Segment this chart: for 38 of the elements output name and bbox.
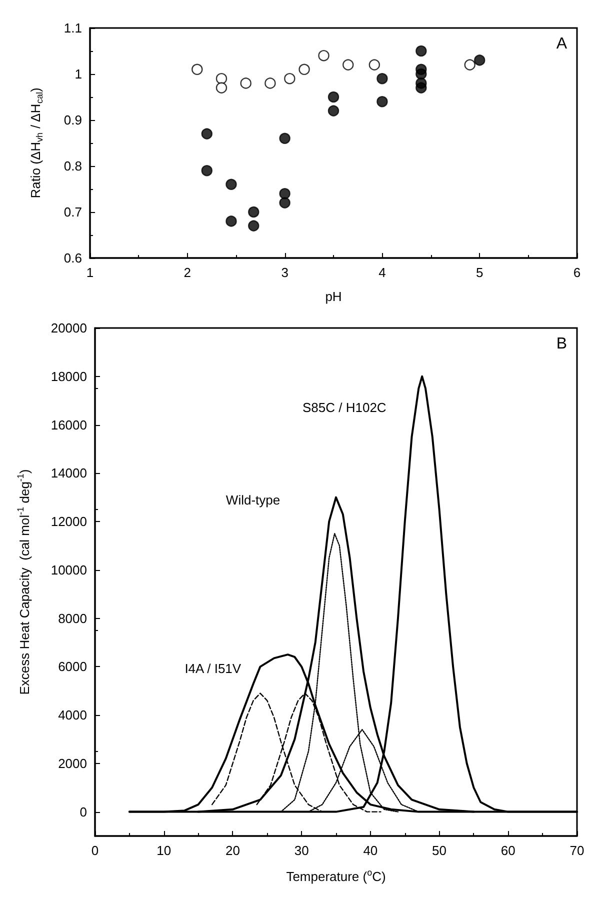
y-tick-label: 0.9	[64, 112, 82, 128]
x-tick-label: 20	[225, 843, 240, 858]
y-axis-title: Excess Heat Capacity (cal mol-1 deg-1)	[16, 469, 32, 695]
y-tick-label: 1	[74, 66, 82, 82]
y-tick-label: 0.6	[64, 250, 82, 266]
x-tick-label: 5	[476, 265, 484, 280]
x-tick-label: 30	[294, 843, 309, 858]
y-tick-label: 4000	[58, 708, 87, 723]
y-tick-label: 8000	[58, 610, 87, 626]
y-tick-label: 0.7	[64, 204, 82, 220]
x-tick-label: 0	[91, 843, 99, 858]
x-tick-label: 40	[363, 843, 378, 858]
annotation: S85C / H102C	[302, 400, 386, 415]
y-tick-label: 2000	[58, 756, 87, 771]
annotation: I4A / I51V	[184, 660, 242, 676]
x-tick-label: 50	[432, 843, 447, 858]
y-tick-label: 10000	[50, 562, 87, 578]
x-tick-label: 6	[573, 265, 581, 280]
x-tick-label: 3	[281, 265, 288, 280]
x-tick-label: 10	[156, 843, 172, 858]
x-tick-label: 70	[570, 843, 584, 858]
annotation: B	[556, 336, 567, 352]
y-tick-label: 14000	[50, 466, 87, 481]
y-tick-label: 20000	[50, 320, 87, 336]
x-tick-label: 4	[378, 265, 386, 280]
x-axis-title: pH	[325, 289, 342, 304]
annotation: Wild-type	[226, 492, 280, 508]
y-tick-label: 0	[80, 804, 87, 820]
y-tick-label: 0.8	[64, 158, 82, 174]
y-axis-title: Ratio (ΔHvh / ΔHcal)	[28, 88, 44, 198]
x-tick-label: 60	[500, 843, 516, 858]
x-tick-label: 2	[184, 265, 192, 280]
y-tick-label: 12000	[50, 514, 87, 530]
y-tick-label: 6000	[58, 659, 87, 674]
y-tick-label: 1.1	[64, 20, 82, 36]
annotation: A	[556, 36, 568, 52]
y-tick-label: 18000	[50, 368, 87, 384]
y-tick-label: 16000	[50, 417, 87, 432]
